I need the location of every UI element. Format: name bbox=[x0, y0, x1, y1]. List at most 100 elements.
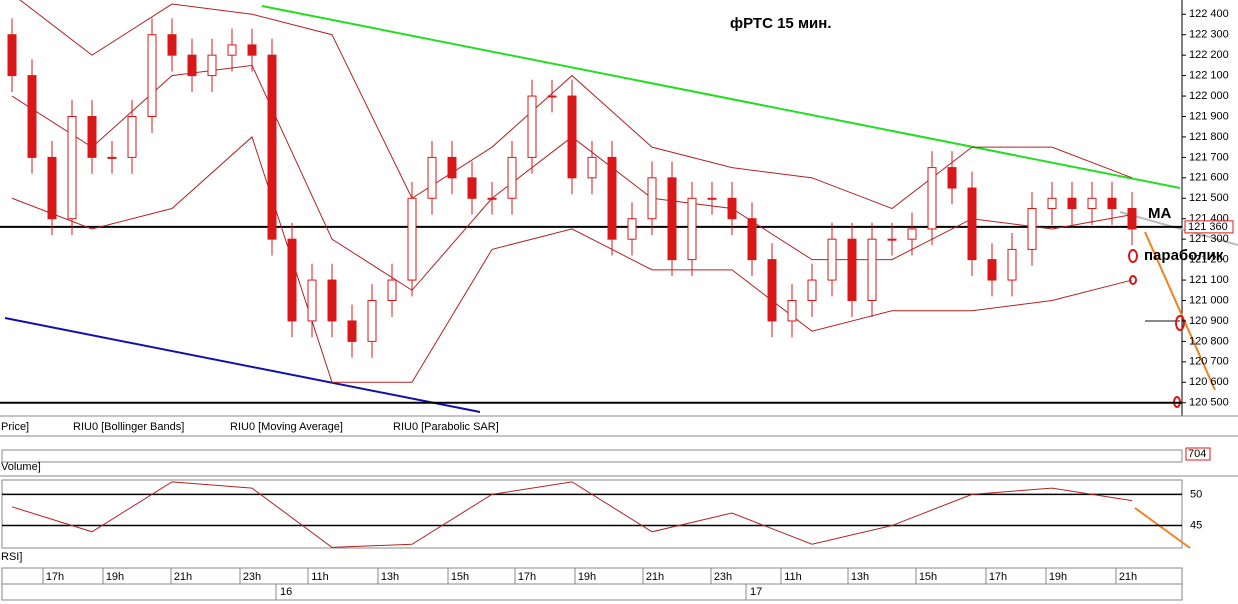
time-label: 15h bbox=[451, 571, 469, 583]
time-label: 15h bbox=[919, 571, 937, 583]
candle-body bbox=[27, 75, 37, 158]
candle-body bbox=[147, 34, 157, 117]
candle-body bbox=[1027, 208, 1037, 250]
y-tick-label: 121 500 bbox=[1189, 192, 1229, 204]
time-label: 11h bbox=[784, 571, 802, 583]
y-tick-label: 120 800 bbox=[1189, 335, 1229, 347]
candle-body bbox=[307, 279, 317, 322]
time-label: 17h bbox=[518, 571, 536, 583]
y-tick-label: 120 900 bbox=[1189, 315, 1229, 327]
panel-label: Volume] bbox=[1, 461, 41, 473]
candle-body bbox=[107, 156, 117, 159]
arrow-line bbox=[1134, 507, 1191, 549]
candle-body bbox=[47, 156, 57, 220]
candle-body bbox=[7, 34, 17, 77]
candle-body bbox=[1047, 197, 1057, 209]
candle-body bbox=[747, 218, 757, 261]
time-label: 23h bbox=[243, 571, 261, 583]
candle-body bbox=[507, 156, 517, 199]
time-label: 13h bbox=[851, 571, 869, 583]
candle-body bbox=[987, 259, 997, 281]
legend-item: Price] bbox=[1, 421, 29, 433]
markers bbox=[1128, 249, 1185, 408]
volume-panel bbox=[1, 449, 1183, 463]
candle-body bbox=[527, 95, 537, 158]
time-label: 23h bbox=[714, 571, 732, 583]
circle-marker bbox=[1129, 275, 1137, 285]
time-label: 21h bbox=[1119, 571, 1137, 583]
y-tick-label: 121 200 bbox=[1189, 254, 1229, 266]
candle-body bbox=[487, 197, 497, 200]
chart-title: фРТС 15 мин. bbox=[730, 15, 832, 32]
legend-item: RIU0 [Bollinger Bands] bbox=[73, 421, 184, 433]
last-price-label: 121 360 bbox=[1188, 221, 1228, 233]
rsi-line bbox=[11, 481, 1133, 548]
candle-body bbox=[607, 156, 617, 240]
candle-body bbox=[887, 238, 897, 241]
arrow-line bbox=[1144, 231, 1216, 391]
time-label: 19h bbox=[106, 571, 124, 583]
candle-body bbox=[447, 156, 457, 179]
candle-body bbox=[787, 300, 797, 322]
candle-body bbox=[547, 95, 557, 98]
rsi-panel bbox=[1, 479, 1183, 549]
candle-body bbox=[647, 177, 657, 220]
y-tick-label: 122 100 bbox=[1189, 70, 1229, 82]
trendline bbox=[4, 317, 481, 413]
candle-body bbox=[367, 300, 377, 342]
y-tick-label: 121 600 bbox=[1189, 172, 1229, 184]
rsi-tick-label: 45 bbox=[1190, 519, 1202, 531]
time-label: 21h bbox=[174, 571, 192, 583]
candle-body bbox=[847, 238, 857, 302]
candle-body bbox=[1107, 197, 1117, 209]
candle-body bbox=[1007, 248, 1017, 281]
candle-body bbox=[227, 44, 237, 56]
time-label: 19h bbox=[1049, 571, 1067, 583]
candle-body bbox=[407, 197, 417, 281]
candle-body bbox=[167, 34, 177, 56]
candle-body bbox=[247, 44, 257, 56]
candle-body bbox=[287, 238, 297, 322]
y-tick-label: 121 800 bbox=[1189, 131, 1229, 143]
candle-body bbox=[947, 167, 957, 189]
y-tick-label: 122 200 bbox=[1189, 49, 1229, 61]
candle-body bbox=[467, 177, 477, 199]
time-label: 17h bbox=[989, 571, 1007, 583]
candle-body bbox=[587, 156, 597, 179]
candle-body bbox=[687, 197, 697, 261]
candle-body bbox=[87, 115, 97, 158]
time-label: 17h bbox=[46, 571, 64, 583]
candle-body bbox=[267, 54, 277, 240]
candle-body bbox=[767, 259, 777, 322]
candle-body bbox=[67, 115, 77, 220]
y-tick-label: 120 700 bbox=[1189, 356, 1229, 368]
candle-body bbox=[627, 218, 637, 240]
candle-body bbox=[207, 54, 217, 77]
y-tick-label: 121 300 bbox=[1189, 233, 1229, 245]
circle-marker bbox=[1175, 315, 1185, 331]
y-tick-label: 121 700 bbox=[1189, 151, 1229, 163]
annotation: параболик bbox=[1144, 247, 1224, 264]
time-label: 21h bbox=[646, 571, 664, 583]
candle-body bbox=[1067, 197, 1077, 209]
time-label: 19h bbox=[578, 571, 596, 583]
legend-item: RIU0 [Moving Average] bbox=[230, 421, 343, 433]
trendline bbox=[261, 5, 1181, 189]
candle-body bbox=[187, 54, 197, 77]
candle-body bbox=[927, 167, 937, 230]
volume-value: 704 bbox=[1188, 448, 1206, 460]
panel-label: RSI] bbox=[1, 551, 22, 563]
y-tick-label: 122 400 bbox=[1189, 8, 1229, 20]
y-tick-label: 121 000 bbox=[1189, 294, 1229, 306]
y-tick-label: 120 500 bbox=[1189, 397, 1229, 409]
candle-body bbox=[707, 197, 717, 200]
volume-box bbox=[1185, 447, 1211, 461]
candle-body bbox=[667, 177, 677, 261]
candle-body bbox=[327, 279, 337, 322]
candle-body bbox=[387, 279, 397, 302]
indicator-line bbox=[11, 136, 1133, 383]
rsi-tick-label: 50 bbox=[1190, 488, 1202, 500]
candle-body bbox=[967, 187, 977, 261]
